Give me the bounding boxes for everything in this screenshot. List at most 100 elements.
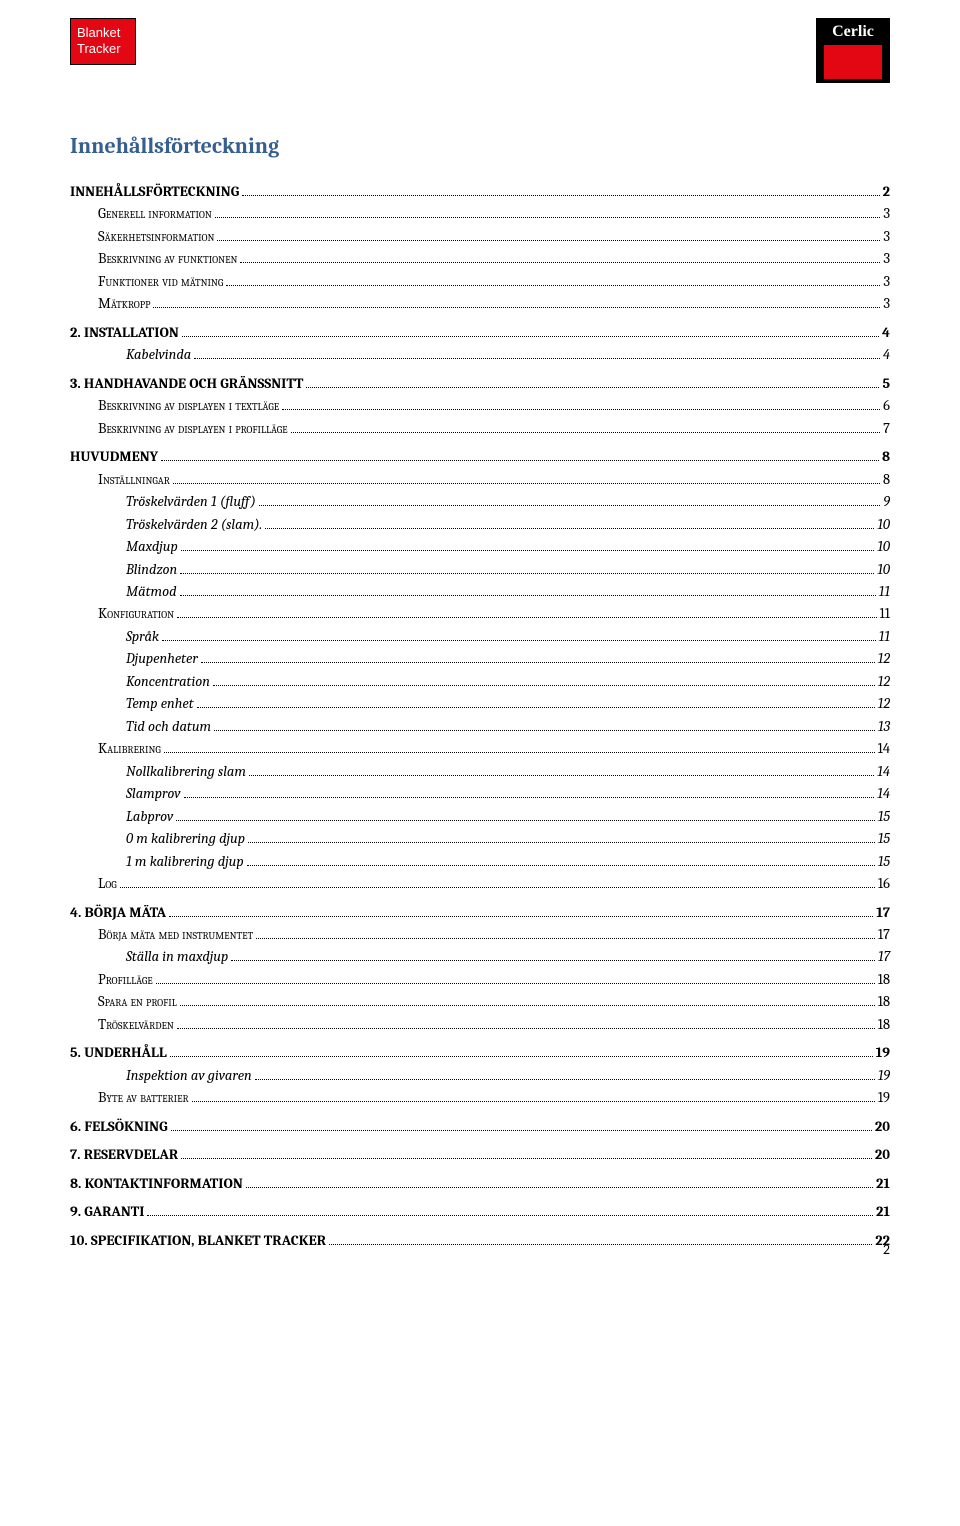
toc-label: Börja mäta med instrumentet [98, 924, 253, 946]
toc-leader-dots [182, 336, 879, 337]
header: Blanket Tracker Cerlic [70, 18, 890, 83]
toc-entry[interactable]: Språk11 [126, 626, 890, 648]
toc-entry[interactable]: Spara en profil 18 [98, 991, 890, 1013]
toc-entry[interactable]: 7. RESERVDELAR 20 [70, 1144, 890, 1166]
toc-leader-dots [181, 550, 874, 551]
toc-entry[interactable]: 1 m kalibrering djup 15 [126, 851, 890, 873]
toc-entry[interactable]: 3. HANDHAVANDE OCH GRÄNSSNITT5 [70, 373, 890, 395]
toc-entry[interactable]: Blindzon10 [126, 559, 890, 581]
toc-label: Generell information [98, 203, 212, 225]
toc-entry[interactable]: HUVUDMENY8 [70, 446, 890, 468]
toc-entry[interactable]: Generell information3 [98, 203, 890, 225]
toc-label: 10. SPECIFIKATION, BLANKET TRACKER [70, 1230, 326, 1252]
toc-label: Kalibrering [98, 738, 161, 760]
toc-leader-dots [217, 240, 880, 241]
toc-page: 18 [878, 1014, 890, 1036]
toc-label: Spara en profil [98, 991, 177, 1013]
toc-page: 11 [879, 626, 890, 648]
toc-entry[interactable]: Profilläge18 [98, 969, 890, 991]
toc-label: 1 m kalibrering djup [126, 851, 244, 873]
toc-entry[interactable]: Beskrivning av displayen i textläge6 [98, 395, 890, 417]
toc-entry[interactable]: Kabelvinda 4 [126, 344, 890, 366]
toc-leader-dots [255, 1079, 875, 1080]
toc-entry[interactable]: Byte av batterier19 [98, 1087, 890, 1109]
toc-entry[interactable]: Beskrivning av funktionen3 [98, 248, 890, 270]
toc-leader-dots [214, 730, 875, 731]
toc-leader-dots [194, 358, 880, 359]
toc-page: 18 [878, 991, 890, 1013]
toc-leader-dots [171, 1130, 872, 1131]
toc-entry[interactable]: 0 m kalibrering djup15 [126, 828, 890, 850]
toc-entry[interactable]: Temp enhet12 [126, 693, 890, 715]
toc-entry[interactable]: Funktioner vid mätning3 [98, 271, 890, 293]
toc-leader-dots [173, 483, 880, 484]
toc-page: 8 [882, 446, 890, 468]
toc-entry[interactable]: Inspektion av givaren19 [126, 1065, 890, 1087]
toc-entry[interactable]: Tröskelvärden18 [98, 1014, 890, 1036]
toc-label: 6. FELSÖKNING [70, 1116, 168, 1138]
toc-page: 15 [878, 851, 890, 873]
product-badge-line1: Blanket [77, 25, 125, 41]
toc-entry[interactable]: Börja mäta med instrumentet17 [98, 924, 890, 946]
toc-label: Tröskelvärden 1 (fluff) [126, 491, 256, 513]
toc-entry[interactable]: Tid och datum13 [126, 716, 890, 738]
toc-leader-dots [291, 432, 881, 433]
toc-entry[interactable]: Log16 [98, 873, 890, 895]
toc-leader-dots [164, 752, 875, 753]
toc-entry[interactable]: Säkerhetsinformation3 [98, 226, 890, 248]
toc-entry[interactable]: 10. SPECIFIKATION, BLANKET TRACKER 22 [70, 1230, 890, 1252]
toc-label: Konfiguration [98, 603, 174, 625]
toc-leader-dots [153, 307, 880, 308]
toc-label: Labprov [126, 806, 173, 828]
toc-label: 7. RESERVDELAR [70, 1144, 178, 1166]
toc-entry[interactable]: Labprov 15 [126, 806, 890, 828]
toc-entry[interactable]: Tröskelvärden 2 (slam). 10 [126, 514, 890, 536]
toc-entry[interactable]: Djupenheter12 [126, 648, 890, 670]
toc-entry[interactable]: Nollkalibrering slam14 [126, 761, 890, 783]
toc-page: 3 [883, 271, 890, 293]
toc-entry[interactable]: Kalibrering14 [98, 738, 890, 760]
toc-entry[interactable]: 9. GARANTI 21 [70, 1201, 890, 1223]
toc-leader-dots [306, 387, 879, 388]
toc-entry[interactable]: Maxdjup 10 [126, 536, 890, 558]
toc-label: 2. INSTALLATION [70, 322, 179, 344]
toc-leader-dots [247, 865, 875, 866]
toc-page: 21 [876, 1201, 890, 1223]
toc-page: 3 [883, 226, 890, 248]
toc-entry[interactable]: Tröskelvärden 1 (fluff) 9 [126, 491, 890, 513]
toc-entry[interactable]: Konfiguration11 [98, 603, 890, 625]
toc-label: Inställningar [98, 469, 170, 491]
toc-entry[interactable]: 8. KONTAKTINFORMATION 21 [70, 1173, 890, 1195]
toc-entry[interactable]: INNEHÅLLSFÖRTECKNING2 [70, 181, 890, 203]
toc-leader-dots [180, 573, 874, 574]
toc-entry[interactable]: Ställa in maxdjup17 [126, 946, 890, 968]
toc-label: Tröskelvärden 2 (slam). [126, 514, 262, 536]
toc-leader-dots [180, 1005, 875, 1006]
toc-entry[interactable]: Koncentration12 [126, 671, 890, 693]
toc-leader-dots [162, 640, 876, 641]
toc-entry[interactable]: 2. INSTALLATION4 [70, 322, 890, 344]
toc-page: 15 [878, 806, 890, 828]
toc-page: 12 [878, 671, 890, 693]
toc-entry[interactable]: Inställningar8 [98, 469, 890, 491]
toc-entry[interactable]: Mätkropp3 [98, 293, 890, 315]
toc-entry[interactable]: 4. BÖRJA MÄTA 17 [70, 902, 890, 924]
toc-label: Beskrivning av displayen i textläge [98, 395, 279, 417]
toc-label: Kabelvinda [126, 344, 191, 366]
toc-leader-dots [181, 1158, 872, 1159]
toc-label: Inspektion av givaren [126, 1065, 252, 1087]
toc-entry[interactable]: Slamprov14 [126, 783, 890, 805]
toc-entry[interactable]: 6. FELSÖKNING 20 [70, 1116, 890, 1138]
toc-leader-dots [259, 505, 880, 506]
toc-entry[interactable]: 5. UNDERHÅLL 19 [70, 1042, 890, 1064]
toc-leader-dots [177, 1028, 875, 1029]
toc-entry[interactable]: Mätmod11 [126, 581, 890, 603]
toc-label: Mätkropp [98, 293, 150, 315]
toc-page: 10 [877, 536, 890, 558]
toc-entry[interactable]: Beskrivning av displayen i profilläge7 [98, 418, 890, 440]
toc-label: Maxdjup [126, 536, 178, 558]
brand-logo: Cerlic [816, 18, 890, 83]
toc-label: Blindzon [126, 559, 177, 581]
toc-leader-dots [240, 262, 880, 263]
toc-leader-dots [169, 916, 873, 917]
